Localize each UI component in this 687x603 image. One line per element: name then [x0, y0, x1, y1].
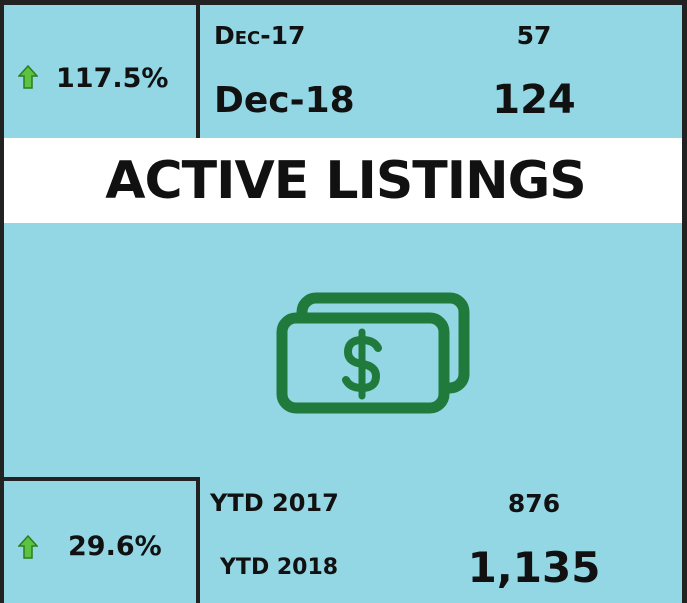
change-label: 117.5% — [56, 63, 169, 94]
row-value: 876 — [507, 489, 561, 518]
row-label: YTD 2017 — [210, 489, 339, 517]
change-box — [4, 477, 200, 603]
row-value: 57 — [516, 21, 552, 50]
title-band — [4, 138, 682, 223]
money-icon — [276, 292, 470, 414]
row-label: YTD 2018 — [220, 555, 339, 580]
row-label: Dec-18 — [214, 80, 355, 121]
row-value: 1,135 — [467, 543, 601, 592]
title: ACTIVE LISTINGS — [105, 151, 587, 211]
row-value: 124 — [492, 77, 576, 123]
up-arrow — [18, 65, 38, 89]
up-arrow — [18, 535, 38, 559]
row-label: Dec-17 — [214, 21, 306, 50]
change-label: 29.6% — [68, 531, 162, 562]
